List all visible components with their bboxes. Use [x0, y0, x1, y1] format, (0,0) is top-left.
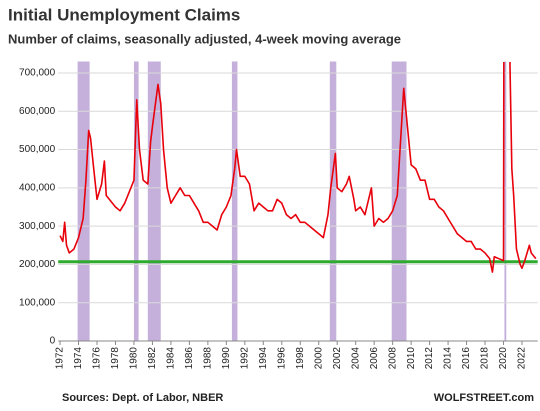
x-tick-label: 2014 [443, 347, 454, 370]
y-tick-label: 200,000 [19, 259, 56, 270]
x-tick-label: 1998 [295, 347, 306, 370]
x-tick-label: 2020 [498, 347, 509, 370]
x-tick-label: 1988 [203, 347, 214, 370]
x-tick-label: 2000 [313, 347, 324, 370]
x-tick-label: 1984 [166, 347, 177, 370]
y-tick-label: 100,000 [19, 297, 56, 308]
y-tick-label: 500,000 [19, 144, 56, 155]
x-tick-label: 1972 [55, 347, 66, 370]
x-tick-label: 1992 [239, 347, 250, 370]
x-tick-label: 2004 [350, 347, 361, 370]
x-tick-label: 1980 [129, 347, 140, 370]
recession-band [133, 61, 139, 341]
x-tick-label: 2010 [406, 347, 417, 370]
brand: WOLFSTREET.com [434, 392, 534, 404]
x-tick-label: 1982 [147, 347, 158, 370]
x-tick-label: 2016 [461, 347, 472, 370]
plot-area: 0 100,000 200,000 300,000 400,000 500,000 600,… [19, 61, 538, 370]
x-tick-label: 1986 [184, 347, 195, 370]
x-tick-label: 1976 [92, 347, 103, 370]
x-tick-label: 1996 [276, 347, 287, 370]
y-tick-label: 0 [50, 336, 56, 347]
data-line [59, 62, 537, 273]
source-note: Sources: Dept. of Labor, NBER [62, 392, 223, 404]
chart-title: Initial Unemployment Claims [8, 5, 240, 24]
chart-subtitle: Number of claims, seasonally adjusted, 4… [8, 31, 401, 46]
y-tick-label: 600,000 [19, 106, 56, 117]
x-tick-label: 2022 [517, 347, 528, 370]
x-tick-label: 2008 [387, 347, 398, 370]
recession-band [391, 61, 407, 341]
x-tick-label: 2018 [480, 347, 491, 370]
x-tick-label: 2012 [424, 347, 435, 370]
x-tick-label: 1990 [221, 347, 232, 370]
y-tick-label: 400,000 [19, 182, 56, 193]
x-tick-label: 1994 [258, 347, 269, 370]
recession-band [231, 61, 238, 341]
recession-band [329, 61, 337, 341]
x-tick-label: 2006 [369, 347, 380, 370]
x-tick-label: 1978 [110, 347, 121, 370]
recession-band [147, 61, 161, 341]
x-tick-label: 1974 [73, 347, 84, 370]
x-tick-label: 2002 [332, 347, 343, 370]
y-tick-label: 700,000 [19, 68, 56, 79]
y-tick-label: 300,000 [19, 221, 56, 232]
recession-band [504, 61, 507, 341]
